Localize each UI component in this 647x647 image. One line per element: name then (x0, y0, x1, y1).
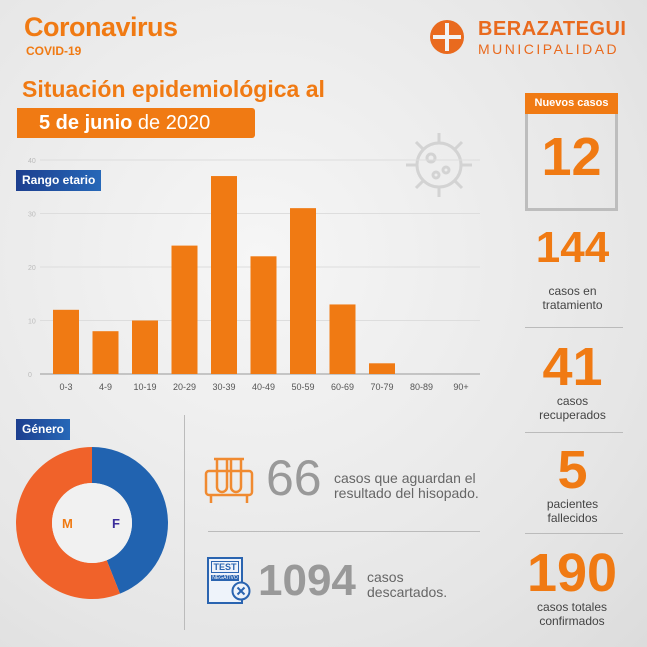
total-value: 190 (526, 543, 618, 603)
new-cases-box: Nuevos casos 12 (525, 93, 618, 211)
divider (525, 327, 623, 328)
virus-icon (406, 133, 472, 197)
bar-40-49 (250, 256, 277, 374)
x-tick-label: 30-39 (212, 382, 235, 392)
x-tick-label: 4-9 (99, 382, 112, 392)
deceased-label: pacientes fallecidos (546, 497, 599, 525)
bar-10-19 (132, 320, 158, 374)
recovered-value: 41 (542, 337, 603, 397)
label-M: M (62, 516, 73, 531)
divider (525, 533, 623, 534)
title: Coronavirus (24, 12, 178, 42)
discarded-count: 1094 (258, 556, 356, 605)
stat-total: 190 casos totales confirmados (512, 546, 632, 628)
label-F: F (112, 516, 120, 531)
total-label: casos totales confirmados (536, 600, 608, 628)
test-negative-icon: TEST NEGATIVO (207, 557, 251, 604)
recovered-label: casos recuperados (539, 394, 606, 422)
logo-sub: MUNICIPALIDAD (478, 41, 620, 57)
discarded-label: casos descartados. (367, 570, 447, 600)
x-tick-label: 70-79 (370, 382, 393, 392)
y-tick-label: 10 (28, 319, 36, 326)
deceased-value: 5 (557, 440, 588, 500)
headline: Situación epidemiológica al (22, 76, 325, 102)
awaiting-label: casos que aguardan el resultado del hisop… (334, 471, 479, 501)
test-tubes-icon (204, 457, 254, 503)
new-cases-label: Nuevos casos (525, 93, 618, 114)
treatment-value: 144 (535, 223, 610, 272)
date-bold: 5 de junio (39, 112, 133, 134)
x-tick-label: 80-89 (410, 382, 433, 392)
gender-badge: Género (16, 419, 71, 440)
x-tick-label: 0-3 (59, 382, 72, 392)
y-tick-label: 0 (28, 372, 32, 379)
bar-60-69 (329, 304, 356, 374)
stat-deceased: 5 pacientes fallecidos (520, 443, 625, 525)
divider (525, 432, 623, 433)
y-tick-label: 30 (28, 212, 36, 219)
negative-label: NEGATIVO (211, 575, 239, 581)
bar-50-59 (290, 208, 316, 374)
treatment-label: casos en tratamiento (542, 284, 603, 312)
divider (208, 531, 480, 532)
y-tick-label: 20 (28, 265, 36, 272)
date-banner: 5 de junio de 2020 (17, 108, 255, 138)
awaiting-line1: casos que aguardan el (334, 470, 476, 486)
new-cases-value: 12 (541, 127, 602, 187)
divider (184, 415, 185, 630)
age-bar-chart: 0 10 20 30 40 0-3 4-9 10-19 20-29 30-39 40-49 50-59… (28, 158, 480, 392)
logo-name: BERAZATEGUI (478, 18, 627, 40)
stat-recovered: 41 casos recuperados (520, 340, 625, 422)
y-tick-label: 40 (28, 158, 36, 165)
x-tick-label: 20-29 (173, 382, 196, 392)
awaiting-count: 66 (266, 450, 322, 506)
bar-4-9 (92, 331, 119, 374)
x-tick-label: 10-19 (133, 382, 156, 392)
date-rest: de 2020 (132, 112, 211, 134)
x-tick-label: 40-49 (252, 382, 275, 392)
bar-70-79 (369, 363, 395, 374)
x-tick-label: 60-69 (331, 382, 354, 392)
test-label: TEST (211, 561, 239, 573)
bar-0-3 (53, 309, 79, 374)
x-tick-label: 90+ (453, 382, 468, 392)
x-tick-label: 50-59 (291, 382, 314, 392)
stat-treatment: 144 casos en tratamiento (520, 223, 625, 313)
discarded-line1: casos (367, 569, 404, 585)
bar-30-39 (211, 176, 237, 374)
slice-F (92, 447, 168, 594)
age-range-badge: Rango etario (16, 170, 102, 191)
subtitle: COVID-19 (26, 44, 82, 58)
awaiting-line2: resultado del hisopado. (334, 485, 479, 501)
discarded-line2: descartados. (367, 584, 448, 600)
municipality-logo-icon (430, 20, 464, 54)
bar-20-29 (171, 245, 198, 374)
reject-x-icon (231, 581, 251, 601)
donut-center (52, 483, 132, 563)
slice-M (15, 447, 120, 599)
